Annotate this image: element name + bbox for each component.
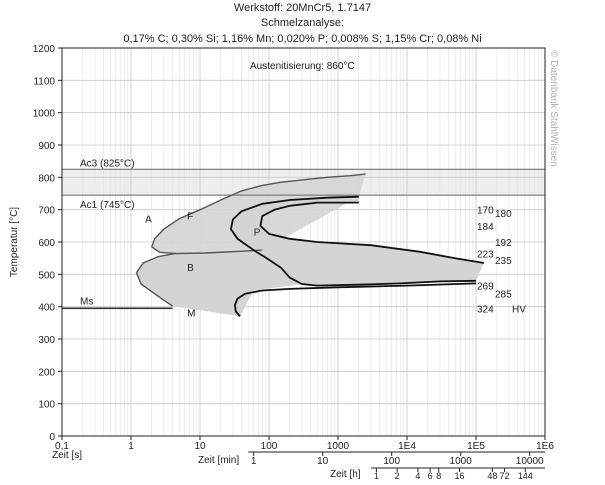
y-tick-label: 400 — [38, 303, 55, 314]
y-tick-label: 200 — [38, 367, 55, 378]
material-title: Werkstoff: 20MnCr5, 1.7147 — [233, 2, 372, 14]
hardness-value: 184 — [477, 222, 494, 233]
x-tick-label: 0,1 — [55, 441, 69, 452]
y-tick-label: 800 — [38, 173, 55, 184]
hours-tick-label: 72 — [500, 471, 510, 481]
hours-tick-label: 8 — [436, 471, 441, 481]
bainite-start-curve — [135, 252, 177, 307]
y-tick-label: 1000 — [33, 109, 56, 120]
x-tick-label: 100 — [261, 441, 278, 452]
ms-label: Ms — [80, 296, 93, 307]
minutes-tick-label: 100 — [383, 456, 400, 467]
minutes-tick-label: 10 — [317, 456, 329, 467]
pearlite-region — [230, 196, 484, 286]
region-label-f: F — [187, 211, 193, 222]
hours-tick-label: 48 — [487, 471, 497, 481]
x-axis-label: Zeit [s] — [52, 450, 82, 461]
hours-tick-label: 2 — [395, 471, 400, 481]
hours-tick-label: 16 — [454, 471, 464, 481]
ac3-label: Ac3 (825°C) — [80, 158, 135, 169]
hardness-value: 170 — [477, 206, 494, 217]
x-tick-label: 1 — [128, 441, 134, 452]
hours-tick-label: 144 — [518, 471, 533, 481]
minutes-tick-label: 1 — [251, 456, 257, 467]
ac1-label: Ac1 (745°C) — [80, 200, 135, 211]
y-tick-label: 1200 — [33, 44, 56, 55]
hardness-value: 324 — [477, 304, 494, 315]
y-tick-label: 100 — [38, 400, 55, 411]
y-axis-label: Temperatur [°C] — [9, 207, 20, 277]
martensite-curve — [233, 282, 477, 317]
y-tick-label: 500 — [38, 270, 55, 281]
hardness-value: 180 — [495, 209, 512, 220]
hardness-value: 285 — [495, 290, 512, 301]
x-tick-label: 10 — [194, 441, 206, 452]
hardness-value: 192 — [495, 238, 512, 249]
hardness-value: 235 — [495, 256, 512, 267]
region-label-m: M — [187, 308, 195, 319]
hours-axis-label: Zeit [h] — [330, 469, 361, 480]
x-tick-label: 1E6 — [536, 441, 554, 452]
region-label-p: P — [254, 228, 261, 239]
hardness-value: 269 — [477, 282, 494, 293]
minutes-axis-label: Zeit [min] — [198, 455, 239, 466]
x-tick-label: 1000 — [327, 441, 350, 452]
minutes-tick-label: 10000 — [516, 456, 544, 467]
hardness-value: 223 — [477, 249, 494, 260]
y-tick-label: 1100 — [33, 76, 55, 87]
x-tick-label: 1E5 — [467, 441, 485, 452]
y-tick-label: 0 — [49, 432, 55, 443]
pearlite-end-curve — [259, 201, 485, 264]
y-tick-label: 700 — [38, 206, 55, 217]
analysis-composition: 0,17% C; 0,30% Si; 1,16% Mn; 0,020% P; 0… — [123, 33, 482, 45]
x-tick-label: 1E4 — [398, 441, 416, 452]
region-label-b: B — [187, 263, 194, 274]
austenitization-note: Austenitisierung: 860°C — [250, 61, 355, 72]
region-label-a: A — [145, 215, 152, 226]
minutes-tick-label: 1000 — [450, 456, 473, 467]
hours-tick-label: 1 — [374, 471, 379, 481]
hours-tick-label: 6 — [428, 471, 433, 481]
y-tick-label: 600 — [38, 238, 55, 249]
pearlite-start-curve — [229, 195, 477, 287]
bainite-region — [136, 250, 302, 317]
y-tick-label: 300 — [38, 335, 55, 346]
analysis-heading: Schmelzanalyse: — [260, 17, 345, 29]
ferrite-start-curve — [150, 173, 366, 255]
hardness-unit: HV — [512, 304, 526, 315]
y-tick-label: 900 — [38, 141, 55, 152]
hours-tick-label: 4 — [415, 471, 420, 481]
watermark-text: © Datenbank StahlWissen — [548, 50, 559, 167]
